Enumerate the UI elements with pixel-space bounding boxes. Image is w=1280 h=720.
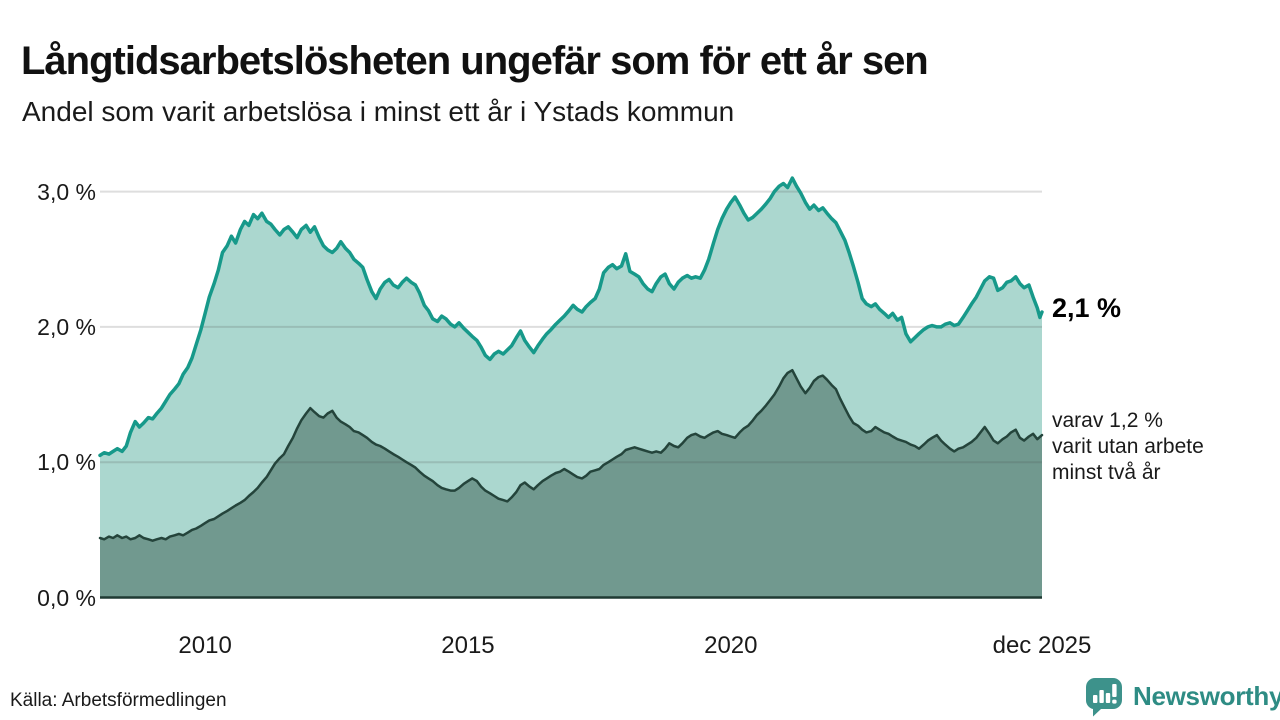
annotation-line: minst två år <box>1052 461 1161 484</box>
y-tick-label: 1,0 % <box>37 449 96 476</box>
newsworthy-logo: Newsworthy <box>1084 676 1280 717</box>
page-title: Långtidsarbetslösheten ungefär som för e… <box>21 38 929 83</box>
x-tick-label: 2020 <box>704 632 758 659</box>
annotation-line: varit utan arbete <box>1052 435 1204 458</box>
x-tick-label: 2015 <box>441 632 495 659</box>
annotation-line: varav 1,2 % <box>1052 409 1163 432</box>
chart-subtitle: Andel som varit arbetslösa i minst ett å… <box>22 96 735 127</box>
y-tick-label: 0,0 % <box>37 584 96 611</box>
latest-value-annotation: 2,1 % <box>1052 293 1122 323</box>
series-line-two-years <box>98 368 1044 542</box>
x-tick-label: dec 2025 <box>992 632 1092 659</box>
y-tick-label: 2,0 % <box>37 313 96 340</box>
area-fill-two-years <box>100 370 1042 598</box>
newsworthy-logo-icon <box>1086 678 1122 717</box>
x-tick-label: 2010 <box>178 632 232 659</box>
source-credit: Källa: Arbetsförmedlingen <box>10 690 227 711</box>
y-tick-label: 3,0 % <box>37 178 96 205</box>
secondary-value-annotation: varav 1,2 % varit utan arbete minst två … <box>1052 408 1204 486</box>
newsworthy-logo-text: Newsworthy <box>1133 681 1280 711</box>
series-line-one-year <box>98 176 1044 458</box>
